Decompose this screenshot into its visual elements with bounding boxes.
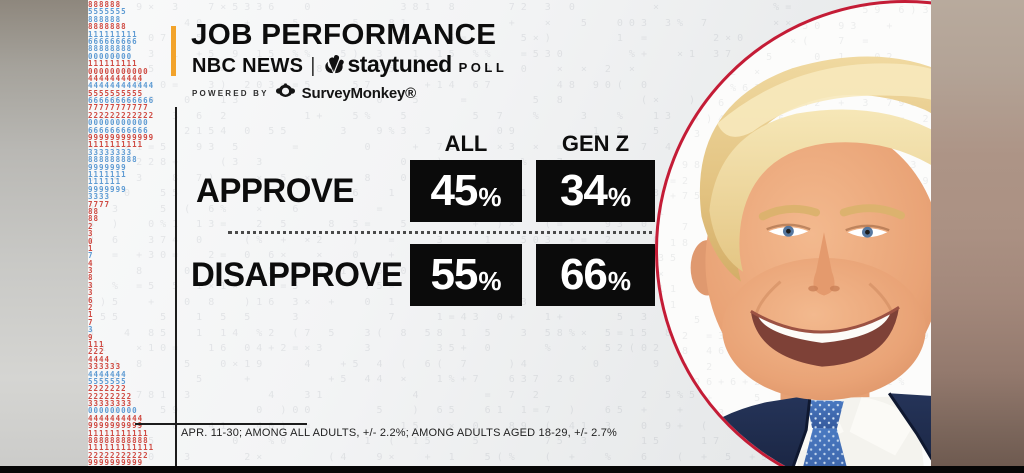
right-blur-edge bbox=[931, 0, 1024, 473]
horizontal-axis-rule bbox=[135, 423, 307, 425]
value-box-disapprove-all: 55% bbox=[410, 244, 522, 306]
portrait-photo bbox=[674, 56, 1024, 473]
methodology-footnote: APR. 11-30; AMONG ALL ADULTS, +/- 2.2%; … bbox=[181, 427, 618, 439]
left-blur-edge bbox=[0, 0, 88, 473]
amber-accent-bar bbox=[171, 26, 176, 76]
powered-by-brand: SurveyMonkey® bbox=[301, 85, 417, 102]
value-box-disapprove-genz: 66% bbox=[536, 244, 655, 306]
vertical-axis-rule bbox=[175, 107, 177, 466]
powered-by-label: POWERED BY bbox=[192, 89, 269, 98]
dotted-separator bbox=[228, 231, 660, 234]
poll-label: POLL bbox=[458, 60, 508, 75]
nbc-peacock-icon bbox=[323, 54, 345, 79]
brand-line: NBC NEWS | staytuned POLL bbox=[192, 51, 507, 78]
powered-by-line: POWERED BY SurveyMonkey® bbox=[192, 83, 416, 104]
show-brand: staytuned bbox=[347, 51, 453, 77]
row-label-approve: APPROVE bbox=[196, 172, 354, 210]
decorative-digit-strip: 888888 5555555 888888 8888888 111111111 66666… bbox=[88, 0, 155, 473]
page-title: JOB PERFORMANCE bbox=[191, 19, 497, 51]
column-header-all: ALL bbox=[444, 131, 488, 156]
brand-divider: | bbox=[310, 55, 316, 77]
value-box-approve-all: 45% bbox=[410, 160, 522, 222]
row-label-disapprove: DISAPPROVE bbox=[191, 256, 403, 294]
network-name: NBC NEWS bbox=[192, 55, 304, 77]
column-header-genz: GEN Z bbox=[561, 131, 630, 156]
surveymonkey-icon bbox=[275, 83, 296, 104]
bottom-black-bar bbox=[0, 466, 1024, 473]
value-box-approve-genz: 34% bbox=[536, 160, 655, 222]
